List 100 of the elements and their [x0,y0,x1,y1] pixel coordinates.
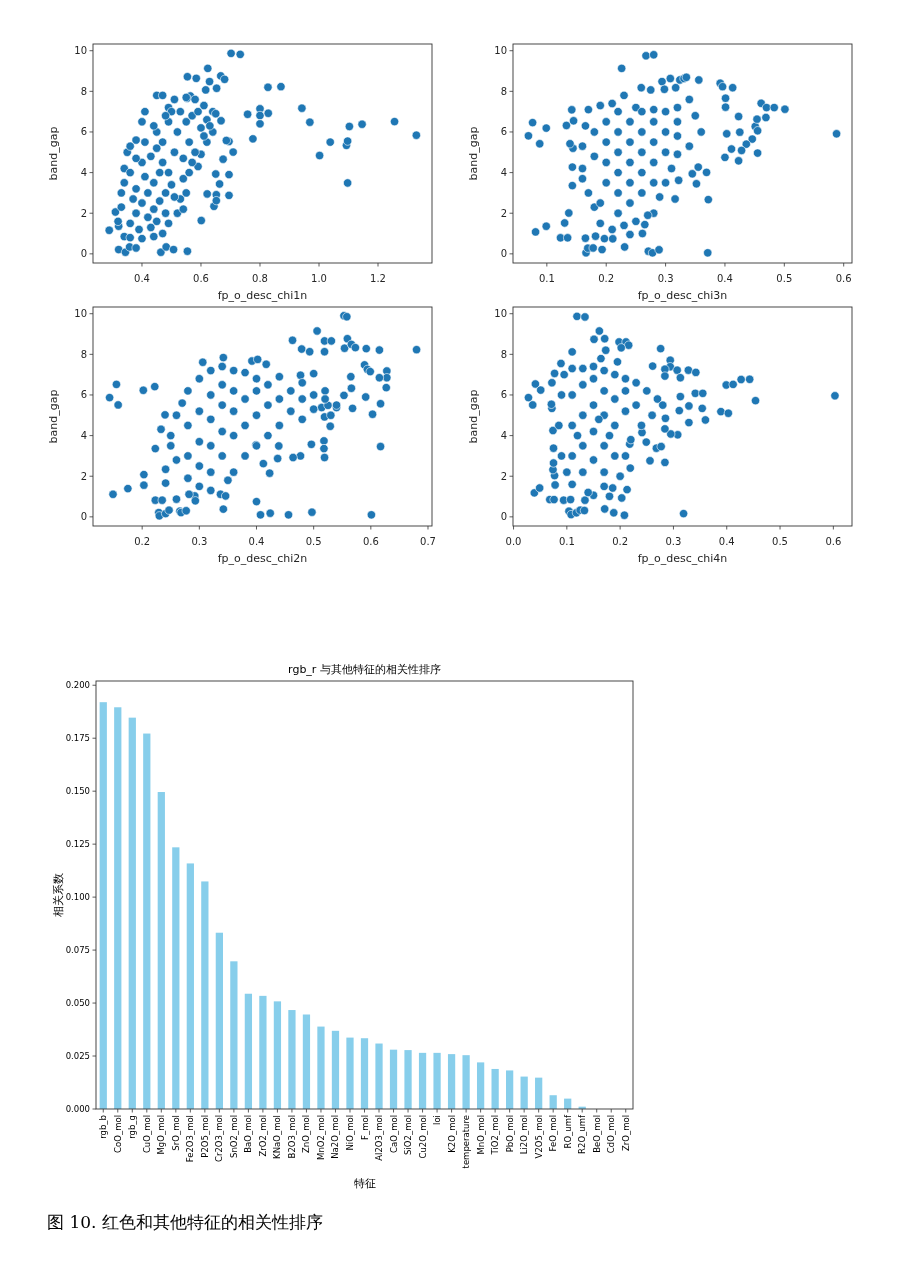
bar [259,995,267,1109]
bar [128,717,136,1109]
x-tick-label: 0.4 [134,272,150,284]
bar [476,1062,485,1109]
x-tick-label: 0.5 [772,535,788,547]
x-tick-label: 0.4 [248,535,265,547]
x-tick-label: B2O3_mol [286,1115,297,1159]
bar [418,1052,427,1109]
bar [360,1038,369,1109]
bar [201,881,209,1109]
y-tick-label: 10 [74,308,87,320]
x-tick-label: K2O_mol [446,1115,457,1153]
x-tick-label: V2O5_mol [533,1115,544,1159]
y-tick-label: 0 [500,248,507,260]
x-tick-label: 0.6 [193,272,209,284]
bar [230,961,238,1109]
x-tick-label: 0.7 [420,535,436,547]
y-tick-label: 0 [80,248,87,260]
caption: 图 10. 红色和其他特征的相关性排序 [47,1212,323,1232]
x-tick-label: SiO2_mol [403,1115,414,1155]
x-tick-label: P2O5_mol [199,1115,210,1158]
x-tick-label: BaO_mol [243,1115,254,1153]
x-tick-label: BeO_mol [591,1115,602,1153]
bar [375,1043,383,1109]
x-tick-label: 1.2 [370,272,386,284]
x-tick-label: rgb_g [127,1115,138,1139]
y-tick-label: 4 [500,167,507,179]
y-tick-label: 2 [500,207,507,219]
bar [273,1001,282,1109]
y-tick-label: 0.050 [65,998,90,1009]
x-tick-label: RO_umf [562,1114,573,1149]
x-tick-label: Fe2O3_mol [185,1115,196,1163]
y-tick-label: 8 [500,85,507,97]
y-tick-label: 6 [80,389,87,401]
x-tick-label: TiO2_mol [490,1115,501,1156]
bar [535,1077,543,1109]
y-tick-label: 8 [500,348,507,360]
y-axis-title: band_gap [46,389,60,444]
x-tick-label: temperature [461,1115,472,1169]
x-tick-label: MgO_mol [156,1115,167,1155]
bar [172,847,180,1109]
x-tick-label: 0.4 [718,535,735,547]
y-axis-title: 相关系数 [52,873,64,917]
y-tick-label: 6 [80,126,87,138]
x-axis-title: fp_o_desc_chi4n [637,551,728,565]
x-tick-label: F_mol [359,1115,370,1140]
y-axis-title: band_gap [46,126,60,181]
x-tick-label: PbO_mol [504,1115,515,1153]
x-tick-label: 0.6 [362,535,379,547]
y-tick-label: 8 [80,85,87,97]
bar [331,1030,340,1109]
bar [99,702,107,1109]
x-tick-label: 0.2 [598,272,615,284]
x-tick-label: 0.5 [305,535,322,547]
x-axis-title: fp_o_desc_chi3n [637,288,728,302]
x-tick-label: loi [432,1115,443,1125]
bar [317,1026,325,1109]
y-tick-label: 8 [80,348,87,360]
x-tick-label: ZnO_mol [301,1115,312,1153]
y-tick-label: 0.000 [65,1104,90,1114]
y-tick-label: 10 [494,45,507,57]
bar [346,1037,354,1109]
bar [404,1050,412,1109]
y-tick-label: 0.175 [65,733,90,744]
x-tick-label: 0.8 [252,272,268,284]
x-tick-label: CdO_mol [606,1115,617,1154]
y-tick-label: 0.200 [65,680,90,691]
x-tick-label: FeO_mol [548,1115,559,1152]
bar [143,733,151,1109]
y-tick-label: 0.025 [65,1051,90,1062]
x-axis-title: fp_o_desc_chi1n [217,288,308,302]
y-tick-label: 0 [80,511,87,523]
x-tick-label: MnO2_mol [315,1115,326,1160]
x-tick-label: SrO_mol [170,1115,181,1151]
bar [433,1052,441,1109]
x-tick-label: Na2O_mol [330,1115,341,1159]
x-tick-label: KNaO_mol [272,1115,283,1159]
bar [520,1076,528,1109]
x-tick-label: Cr2O3_mol [214,1115,225,1163]
y-axis-title: band_gap [466,126,480,181]
bar [389,1049,398,1109]
x-tick-label: 0.2 [134,535,151,547]
x-tick-label: rgb_b [98,1115,109,1139]
x-tick-label: CaO_mol [388,1115,399,1153]
x-tick-label: 1.0 [311,272,327,284]
y-tick-label: 2 [80,470,87,482]
x-tick-label: SnO2_mol [228,1115,239,1158]
x-tick-label: NiO_mol [344,1115,355,1151]
y-tick-label: 6 [500,389,507,401]
bar [215,932,223,1109]
x-tick-label: CuO_mol [141,1115,152,1154]
x-tick-label: 0.6 [825,535,842,547]
y-tick-label: 10 [74,45,87,57]
x-tick-label: 0.3 [191,535,208,547]
y-tick-label: 4 [80,430,87,442]
y-axis-title: band_gap [466,389,480,444]
y-tick-label: 4 [80,167,87,179]
bar [506,1070,514,1109]
x-tick-label: Cu2O_mol [417,1115,428,1159]
x-tick-label: R2O_umf [577,1114,588,1154]
